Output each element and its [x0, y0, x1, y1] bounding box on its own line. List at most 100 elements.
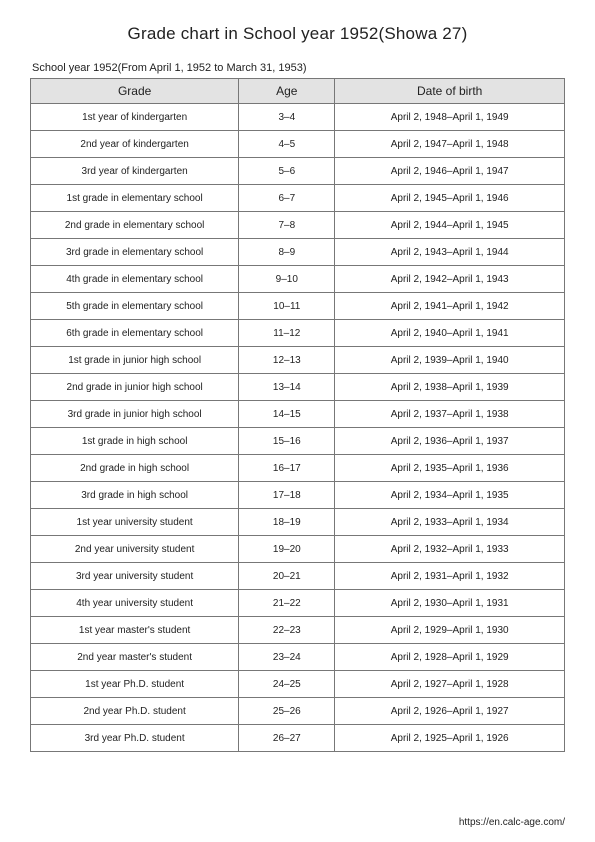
- cell-dob: April 2, 1926–April 1, 1927: [335, 698, 565, 725]
- cell-grade: 1st grade in junior high school: [31, 347, 239, 374]
- cell-dob: April 2, 1934–April 1, 1935: [335, 482, 565, 509]
- cell-age: 11–12: [239, 320, 335, 347]
- grade-table: Grade Age Date of birth 1st year of kind…: [30, 78, 565, 752]
- page-title: Grade chart in School year 1952(Showa 27…: [30, 24, 565, 44]
- cell-age: 16–17: [239, 455, 335, 482]
- table-row: 1st year university student18–19April 2,…: [31, 509, 565, 536]
- cell-age: 6–7: [239, 185, 335, 212]
- cell-dob: April 2, 1932–April 1, 1933: [335, 536, 565, 563]
- table-header-row: Grade Age Date of birth: [31, 79, 565, 104]
- cell-age: 5–6: [239, 158, 335, 185]
- cell-dob: April 2, 1933–April 1, 1934: [335, 509, 565, 536]
- cell-dob: April 2, 1925–April 1, 1926: [335, 725, 565, 752]
- cell-grade: 2nd year Ph.D. student: [31, 698, 239, 725]
- cell-age: 12–13: [239, 347, 335, 374]
- cell-grade: 3rd grade in elementary school: [31, 239, 239, 266]
- page: Grade chart in School year 1952(Showa 27…: [0, 0, 595, 752]
- cell-age: 24–25: [239, 671, 335, 698]
- cell-grade: 2nd year of kindergarten: [31, 131, 239, 158]
- table-row: 2nd grade in elementary school7–8April 2…: [31, 212, 565, 239]
- table-row: 4th grade in elementary school9–10April …: [31, 266, 565, 293]
- cell-grade: 4th year university student: [31, 590, 239, 617]
- cell-age: 21–22: [239, 590, 335, 617]
- cell-dob: April 2, 1928–April 1, 1929: [335, 644, 565, 671]
- table-row: 3rd year Ph.D. student26–27April 2, 1925…: [31, 725, 565, 752]
- cell-dob: April 2, 1945–April 1, 1946: [335, 185, 565, 212]
- cell-age: 22–23: [239, 617, 335, 644]
- cell-grade: 2nd year university student: [31, 536, 239, 563]
- table-row: 5th grade in elementary school10–11April…: [31, 293, 565, 320]
- table-row: 1st year Ph.D. student24–25April 2, 1927…: [31, 671, 565, 698]
- cell-grade: 1st grade in high school: [31, 428, 239, 455]
- cell-grade: 4th grade in elementary school: [31, 266, 239, 293]
- table-row: 4th year university student21–22April 2,…: [31, 590, 565, 617]
- cell-age: 13–14: [239, 374, 335, 401]
- cell-dob: April 2, 1938–April 1, 1939: [335, 374, 565, 401]
- cell-dob: April 2, 1939–April 1, 1940: [335, 347, 565, 374]
- col-header-dob: Date of birth: [335, 79, 565, 104]
- table-row: 3rd year of kindergarten5–6April 2, 1946…: [31, 158, 565, 185]
- table-row: 2nd year university student19–20April 2,…: [31, 536, 565, 563]
- cell-age: 9–10: [239, 266, 335, 293]
- cell-age: 14–15: [239, 401, 335, 428]
- table-row: 1st year master's student22–23April 2, 1…: [31, 617, 565, 644]
- cell-dob: April 2, 1931–April 1, 1932: [335, 563, 565, 590]
- cell-grade: 1st year Ph.D. student: [31, 671, 239, 698]
- cell-dob: April 2, 1946–April 1, 1947: [335, 158, 565, 185]
- cell-age: 3–4: [239, 104, 335, 131]
- table-row: 3rd grade in junior high school14–15Apri…: [31, 401, 565, 428]
- cell-dob: April 2, 1941–April 1, 1942: [335, 293, 565, 320]
- cell-age: 26–27: [239, 725, 335, 752]
- cell-age: 10–11: [239, 293, 335, 320]
- cell-grade: 3rd grade in junior high school: [31, 401, 239, 428]
- table-row: 1st year of kindergarten3–4April 2, 1948…: [31, 104, 565, 131]
- cell-grade: 2nd grade in elementary school: [31, 212, 239, 239]
- footer-url: https://en.calc-age.com/: [459, 817, 565, 828]
- table-row: 1st grade in junior high school12–13Apri…: [31, 347, 565, 374]
- cell-dob: April 2, 1944–April 1, 1945: [335, 212, 565, 239]
- page-subtitle: School year 1952(From April 1, 1952 to M…: [30, 62, 565, 74]
- cell-age: 23–24: [239, 644, 335, 671]
- cell-grade: 1st year of kindergarten: [31, 104, 239, 131]
- table-row: 2nd year of kindergarten4–5April 2, 1947…: [31, 131, 565, 158]
- cell-grade: 2nd grade in junior high school: [31, 374, 239, 401]
- table-row: 6th grade in elementary school11–12April…: [31, 320, 565, 347]
- cell-dob: April 2, 1930–April 1, 1931: [335, 590, 565, 617]
- cell-dob: April 2, 1943–April 1, 1944: [335, 239, 565, 266]
- table-row: 1st grade in elementary school6–7April 2…: [31, 185, 565, 212]
- table-row: 2nd grade in high school16–17April 2, 19…: [31, 455, 565, 482]
- cell-dob: April 2, 1948–April 1, 1949: [335, 104, 565, 131]
- cell-age: 15–16: [239, 428, 335, 455]
- cell-grade: 3rd grade in high school: [31, 482, 239, 509]
- cell-grade: 1st year master's student: [31, 617, 239, 644]
- cell-age: 19–20: [239, 536, 335, 563]
- cell-grade: 3rd year of kindergarten: [31, 158, 239, 185]
- cell-grade: 2nd grade in high school: [31, 455, 239, 482]
- cell-dob: April 2, 1929–April 1, 1930: [335, 617, 565, 644]
- table-row: 2nd year master's student23–24April 2, 1…: [31, 644, 565, 671]
- cell-dob: April 2, 1927–April 1, 1928: [335, 671, 565, 698]
- cell-grade: 2nd year master's student: [31, 644, 239, 671]
- cell-dob: April 2, 1936–April 1, 1937: [335, 428, 565, 455]
- table-row: 1st grade in high school15–16April 2, 19…: [31, 428, 565, 455]
- cell-grade: 3rd year university student: [31, 563, 239, 590]
- cell-grade: 1st grade in elementary school: [31, 185, 239, 212]
- cell-age: 4–5: [239, 131, 335, 158]
- col-header-age: Age: [239, 79, 335, 104]
- cell-age: 20–21: [239, 563, 335, 590]
- cell-age: 17–18: [239, 482, 335, 509]
- cell-age: 25–26: [239, 698, 335, 725]
- table-row: 3rd grade in elementary school8–9April 2…: [31, 239, 565, 266]
- cell-grade: 6th grade in elementary school: [31, 320, 239, 347]
- table-row: 2nd year Ph.D. student25–26April 2, 1926…: [31, 698, 565, 725]
- col-header-grade: Grade: [31, 79, 239, 104]
- cell-dob: April 2, 1942–April 1, 1943: [335, 266, 565, 293]
- cell-grade: 1st year university student: [31, 509, 239, 536]
- cell-grade: 3rd year Ph.D. student: [31, 725, 239, 752]
- cell-dob: April 2, 1940–April 1, 1941: [335, 320, 565, 347]
- cell-dob: April 2, 1935–April 1, 1936: [335, 455, 565, 482]
- table-row: 3rd grade in high school17–18April 2, 19…: [31, 482, 565, 509]
- cell-dob: April 2, 1937–April 1, 1938: [335, 401, 565, 428]
- table-row: 2nd grade in junior high school13–14Apri…: [31, 374, 565, 401]
- cell-age: 7–8: [239, 212, 335, 239]
